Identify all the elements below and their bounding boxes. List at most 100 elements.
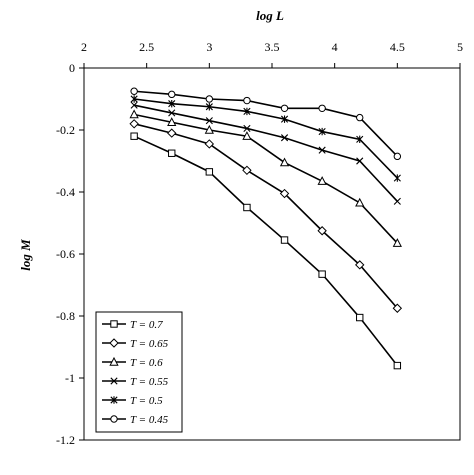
legend-item: T = 0.6 [102, 356, 163, 369]
legend-item: T = 0.65 [102, 338, 169, 350]
data-point [129, 109, 139, 119]
x-tick-label: 2.5 [139, 40, 154, 54]
marker-x [130, 101, 138, 109]
y-tick-label: -0.8 [56, 309, 75, 323]
marker-diamond [279, 188, 290, 199]
data-point [318, 270, 326, 278]
marker-square [205, 168, 214, 176]
marker-x [318, 146, 326, 154]
data-point [356, 157, 364, 165]
data-point [242, 165, 252, 176]
series-line [134, 98, 398, 179]
data-point [393, 174, 401, 182]
data-point [205, 95, 214, 103]
data-point [167, 128, 177, 138]
legend-label: T = 0.5 [130, 395, 163, 407]
data-point [130, 95, 138, 103]
series-5 [130, 95, 401, 182]
marker-diamond [355, 260, 365, 270]
marker-circle [243, 96, 251, 105]
data-point [243, 96, 251, 105]
x-tick-label: 4 [332, 40, 338, 54]
marker-triangle [167, 117, 177, 126]
marker-triangle [204, 124, 214, 134]
marker-x [168, 109, 176, 117]
marker-circle [168, 90, 176, 99]
data-point [280, 104, 289, 113]
marker-diamond [242, 165, 252, 176]
marker-circle [393, 152, 402, 161]
x-tick-label: 3.5 [265, 40, 280, 54]
data-point [168, 90, 176, 99]
data-point [130, 87, 138, 95]
data-point [205, 103, 213, 111]
marker-triangle [129, 109, 139, 119]
marker-circle [318, 104, 326, 113]
data-point [355, 197, 365, 207]
marker-square [280, 236, 289, 244]
y-tick-label: -0.2 [56, 123, 75, 137]
legend-item: T = 0.5 [102, 395, 163, 407]
data-point [130, 101, 138, 109]
data-point [356, 135, 364, 143]
y-tick-label: 0 [69, 61, 75, 75]
data-point [243, 203, 251, 212]
marker-diamond [317, 226, 327, 236]
data-point [130, 132, 138, 140]
marker-star [205, 103, 213, 111]
data-point [392, 303, 403, 313]
data-point [205, 168, 214, 176]
marker-triangle [392, 238, 402, 247]
legend-marker [110, 396, 118, 404]
marker-star [356, 135, 364, 143]
series-3 [129, 109, 402, 247]
marker-triangle [355, 197, 365, 207]
marker-square [168, 149, 176, 157]
marker-x [356, 157, 364, 165]
series-line [133, 123, 398, 309]
series-line [133, 104, 398, 202]
series-line [133, 113, 398, 244]
data-point [355, 260, 365, 270]
legend-marker [110, 415, 118, 423]
legend-item: T = 0.7 [102, 319, 163, 331]
data-point [168, 109, 176, 117]
marker-star [318, 127, 326, 136]
y-axis-title: log M [18, 239, 33, 271]
marker-star [110, 396, 118, 404]
data-point [393, 361, 402, 370]
y-tick-label: -1 [65, 371, 75, 385]
marker-x [280, 134, 289, 142]
legend: T = 0.7 T = 0.65 T = 0.6 T = 0.55 T = 0.5 T =… [95, 311, 183, 433]
marker-circle [356, 113, 364, 122]
marker-triangle [317, 176, 327, 185]
marker-diamond [204, 139, 215, 149]
marker-square [393, 361, 402, 370]
y-tick-label: -0.4 [56, 185, 75, 199]
data-point [393, 197, 401, 205]
legend-label: T = 0.55 [130, 376, 169, 388]
data-point [279, 157, 290, 167]
series-4 [130, 101, 401, 205]
legend-item: T = 0.45 [102, 414, 169, 426]
series-line [133, 135, 398, 367]
marker-x [110, 377, 118, 385]
data-point [392, 238, 402, 247]
x-axis-title: log L [256, 8, 284, 23]
series-layer [129, 87, 403, 370]
data-point [317, 176, 327, 185]
data-point [393, 152, 402, 161]
data-point [279, 188, 290, 199]
series-line [134, 90, 398, 157]
legend-label: T = 0.6 [130, 357, 163, 369]
legend-label: T = 0.7 [130, 319, 163, 331]
marker-triangle [109, 356, 119, 366]
data-point [243, 107, 251, 116]
marker-star [130, 95, 138, 103]
marker-x [243, 124, 251, 133]
axes: 2 2.5 3 3.5 4 4.5 5 0 -0.2 -0.4 -0.6 -0.8 -1 -1.2 [56, 40, 463, 447]
marker-x [393, 197, 401, 205]
marker-triangle [242, 131, 252, 140]
marker-triangle [279, 157, 290, 167]
